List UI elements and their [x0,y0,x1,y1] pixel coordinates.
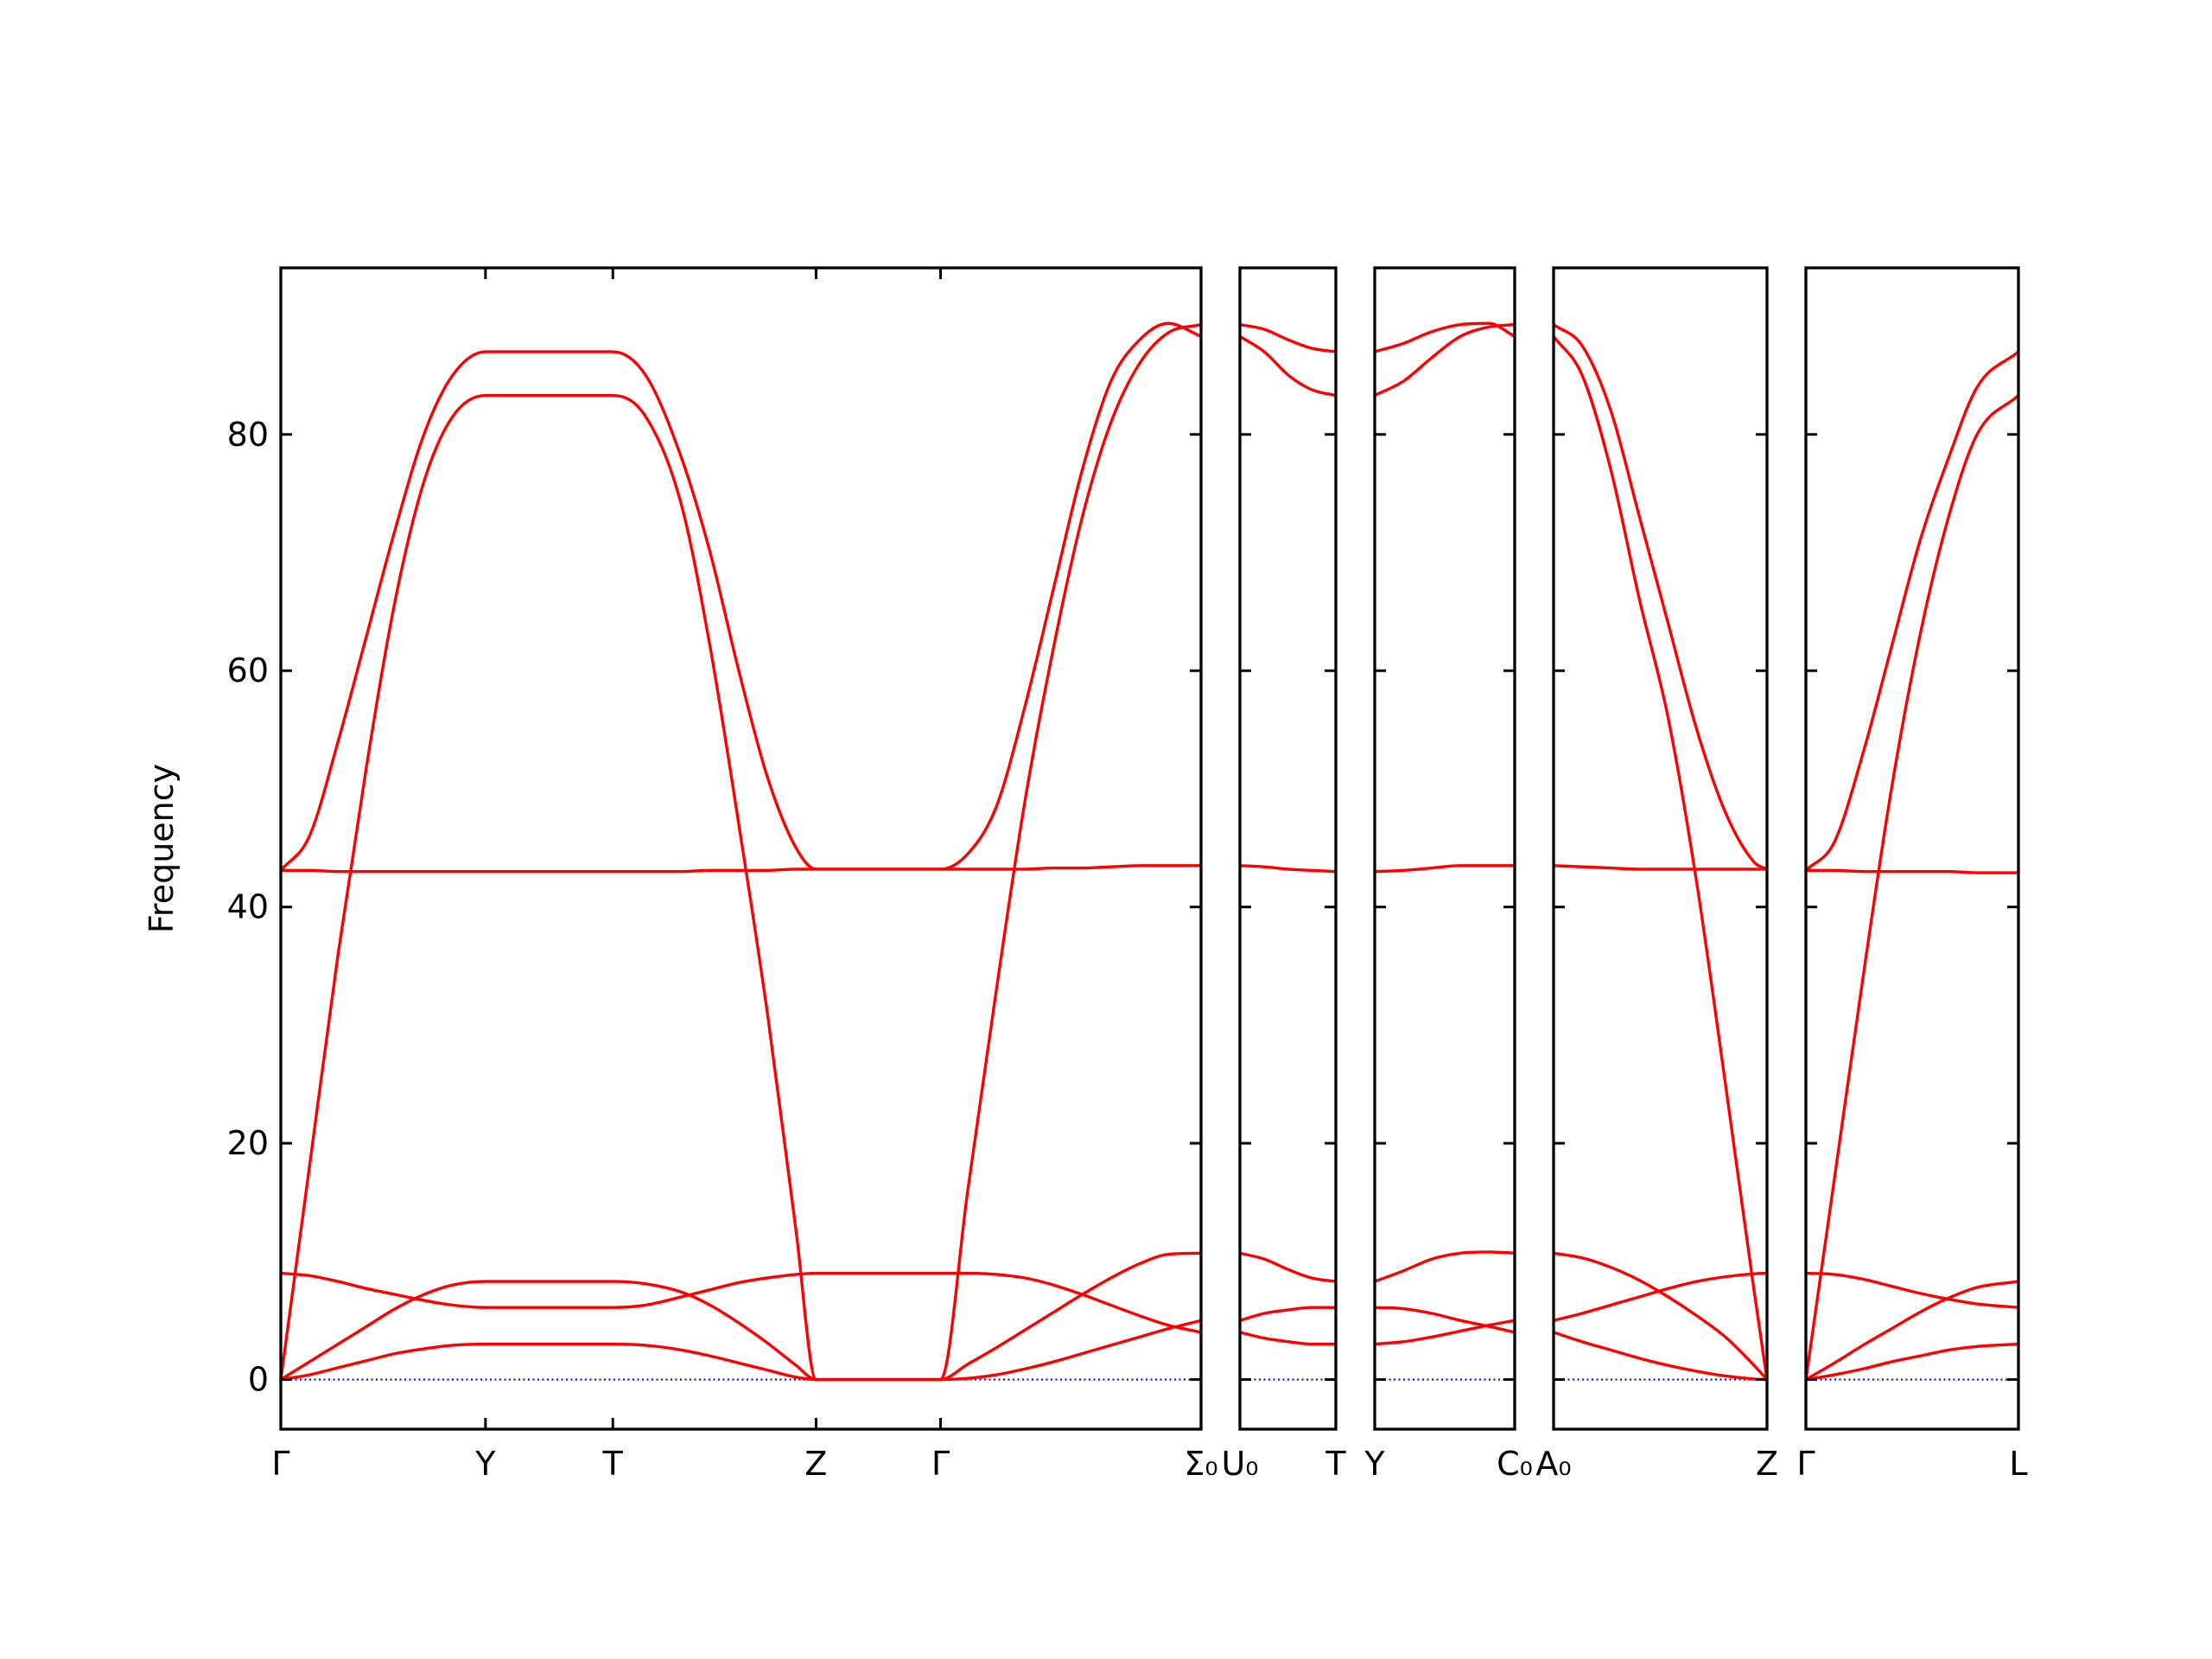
band-line [280,1271,1202,1334]
band-line [1374,864,1516,874]
y-tick-label: 0 [248,1361,269,1399]
band-line [1374,1319,1516,1346]
band-line [1804,350,2020,872]
y-tick-label: 40 [227,888,269,926]
band-line [1374,1306,1516,1334]
band-line [1239,334,1337,397]
band-line [1552,335,1769,1380]
band-line [1374,1250,1516,1283]
y-axis-label: Frequency [143,764,181,933]
x-tick-label: Y [474,1445,496,1483]
band-line [1552,323,1768,871]
x-tick-label: L [2009,1445,2027,1483]
panel-frame [279,266,1203,1431]
band-line [1805,1342,2019,1382]
band-line [1239,864,1337,874]
band-line [1239,322,1337,353]
band-line [1806,868,2018,874]
band-line [280,1319,1202,1382]
band-line [281,864,1202,874]
band-line [1805,1280,2019,1382]
x-tick-label: Z [1756,1445,1778,1483]
band-line [1239,1306,1336,1322]
x-tick-label: T [1325,1445,1346,1483]
x-tick-label: Γ [271,1445,289,1483]
panel-frame [1804,266,2020,1431]
band-line [1804,394,2020,1380]
x-tick-label: T [602,1445,624,1483]
x-tick-label: Σ₀ [1184,1445,1217,1483]
band-line [1239,1331,1336,1346]
band-line [279,322,1202,1382]
y-tick-label: 20 [227,1124,269,1162]
band-line [1374,322,1516,397]
panel-frame [1373,266,1516,1431]
x-tick-label: Y [1363,1445,1385,1483]
band-line [1553,1251,1769,1381]
y-tick-label: 80 [227,416,269,454]
x-tick-label: Γ [1796,1445,1815,1483]
band-line [1553,1271,1768,1322]
band-line [1553,1331,1768,1382]
band-line [279,321,1202,872]
y-tick-label: 60 [227,652,269,690]
band-line [1553,864,1767,871]
band-line [1805,1271,2019,1309]
band-line [1374,321,1516,353]
band-line [1239,1251,1337,1283]
x-tick-label: U₀ [1221,1445,1258,1483]
x-tick-label: Z [804,1445,827,1483]
x-tick-label: C₀ [1497,1445,1533,1483]
x-tick-label: Γ [931,1445,950,1483]
x-tick-label: A₀ [1535,1445,1571,1483]
band-line [280,1251,1202,1382]
panel-frame [1238,266,1338,1431]
panel-frame [1552,266,1769,1431]
